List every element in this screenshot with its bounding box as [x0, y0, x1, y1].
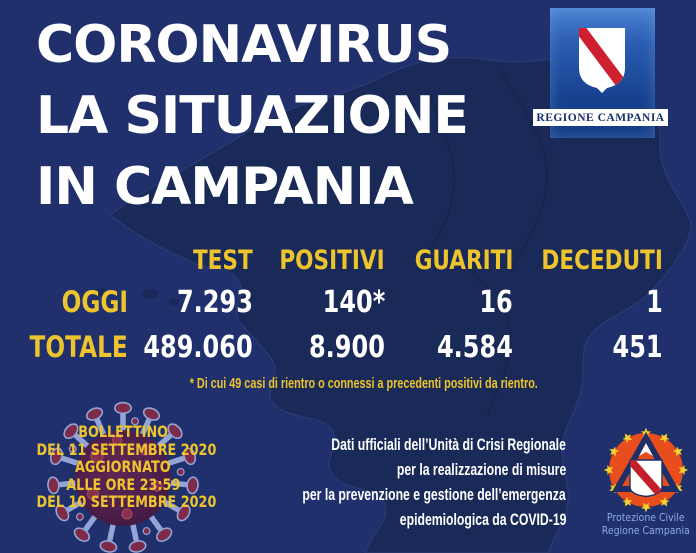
official-note-line: per la prevenzione e gestione dell’emerg…	[302, 485, 566, 504]
bulletin-line: AGGIORNATO	[75, 457, 171, 476]
pc-caption-line: Protezione Civile	[607, 511, 685, 524]
bulletin-line: ALLE ORE 23:59	[65, 474, 181, 494]
regione-campania-label: REGIONE CAMPANIA	[533, 109, 668, 126]
bulletin-line: DEL 10 SETTEMBRE 2020	[36, 492, 217, 511]
official-note-line: Dati ufficiali dell’Unità di Crisi Regio…	[331, 435, 566, 454]
value-oggi-positivi: 140*	[322, 284, 385, 320]
column-header-deceduti: DECEDUTI	[541, 244, 663, 276]
bulletin-line: DEL 11 SETTEMBRE 2020	[36, 439, 217, 459]
row-label-oggi: OGGI	[61, 285, 128, 319]
value-totale-test: 489.060	[143, 329, 253, 365]
coronavirus-icon	[18, 393, 232, 553]
protezione-civile-logo-icon	[603, 427, 689, 513]
official-note: Dati ufficiali dell’Unità di Crisi Regio…	[200, 432, 566, 532]
page-title: CORONAVIRUS LA SITUAZIONE IN CAMPANIA	[36, 10, 469, 223]
official-note-line: epidemiologica da COVID-19	[399, 510, 566, 529]
pc-caption-line: Regione Campania	[601, 524, 691, 537]
value-totale-guariti: 4.584	[437, 329, 513, 365]
title-line: LA SITUAZIONE	[36, 86, 469, 146]
column-header-test: TEST	[193, 244, 253, 276]
title-line: CORONAVIRUS	[36, 15, 452, 75]
footnote: * Di cui 49 casi di rientro o connessi a…	[32, 375, 696, 392]
stats-table: TEST POSITIVI GUARITI DECEDUTI OGGI 7.29…	[30, 240, 663, 370]
bulletin-line: BOLLETTINO	[78, 422, 168, 441]
protezione-civile-caption: Protezione Civile Regione Campania	[586, 511, 696, 537]
value-oggi-deceduti: 1	[646, 284, 663, 320]
value-oggi-test: 7.293	[177, 284, 253, 320]
bulletin-dates: BOLLETTINO DEL 11 SETTEMBRE 2020 AGGIORN…	[14, 423, 232, 511]
column-header-positivi: POSITIVI	[279, 244, 385, 276]
value-totale-deceduti: 451	[612, 329, 663, 365]
campania-shield-icon	[579, 28, 625, 93]
footnote-text: * Di cui 49 casi di rientro o connessi a…	[189, 375, 539, 392]
value-totale-positivi: 8.900	[309, 329, 385, 365]
value-oggi-guariti: 16	[479, 284, 513, 320]
table-corner-cell	[30, 240, 128, 280]
row-label-totale: TOTALE	[29, 330, 128, 364]
official-note-line: per la realizzazione di misure	[396, 460, 566, 479]
column-header-guariti: GUARITI	[414, 244, 513, 276]
title-line: IN CAMPANIA	[36, 157, 414, 217]
